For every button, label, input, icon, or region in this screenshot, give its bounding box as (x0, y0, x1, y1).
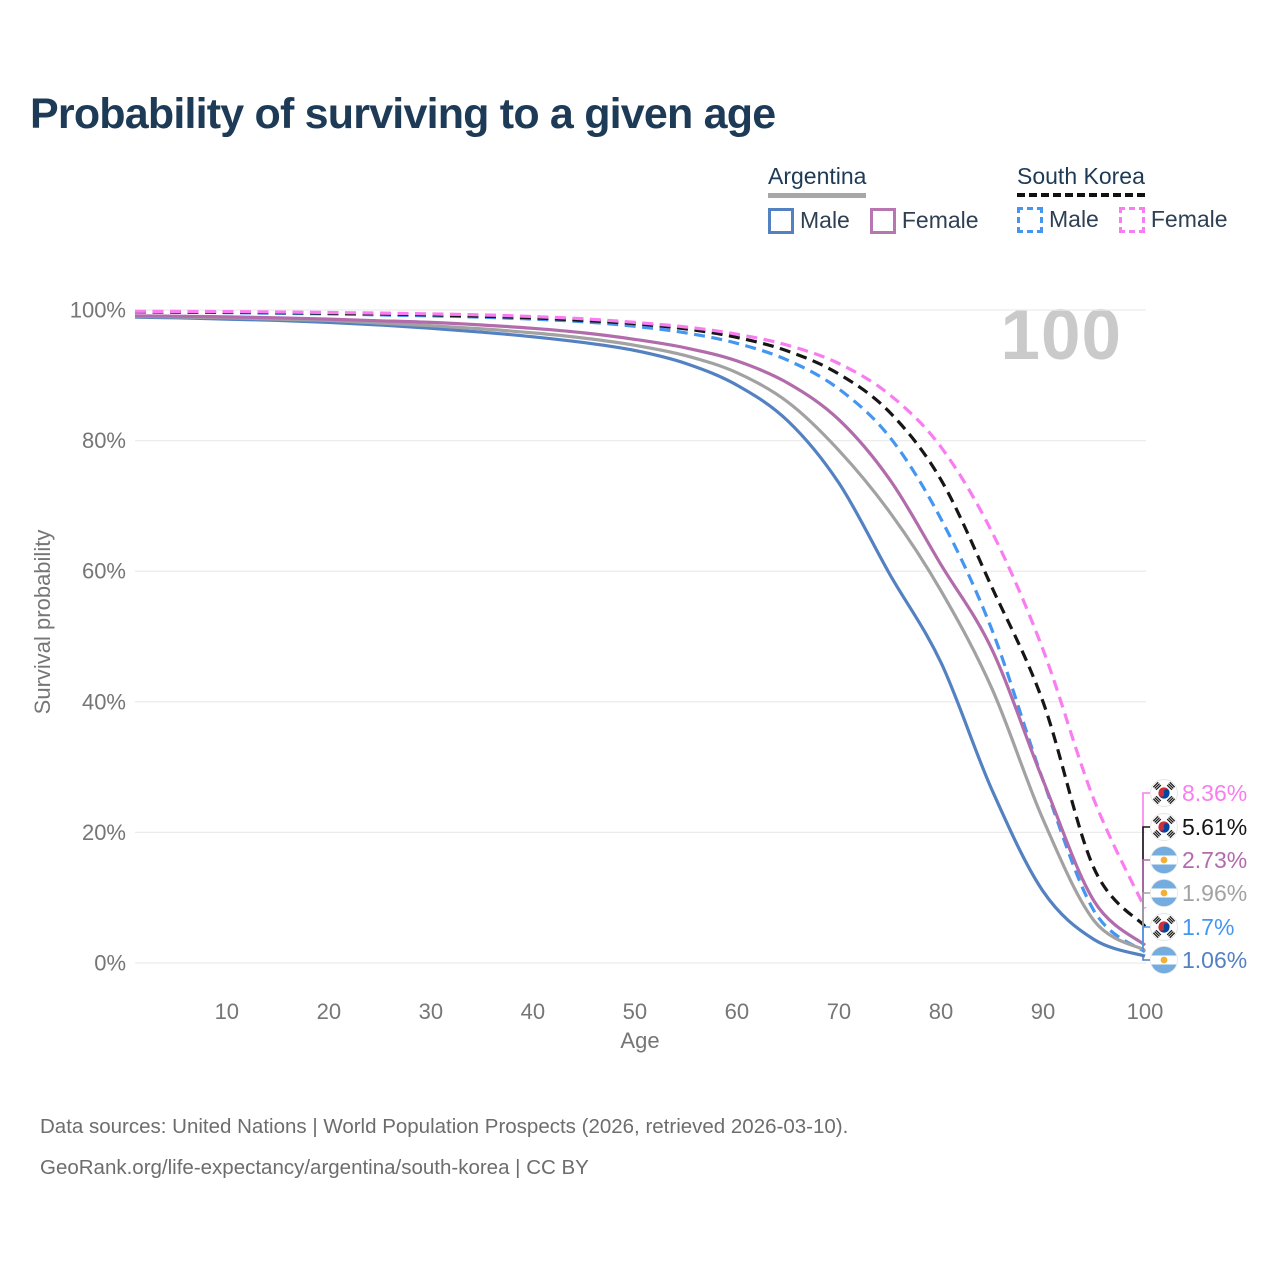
south-korea-flag-icon (1150, 779, 1178, 807)
legend-group-title-argentina[interactable]: Argentina (768, 163, 867, 198)
y-tick-label: 100% (70, 298, 126, 323)
series-line-argentina-male[interactable] (134, 315, 1146, 958)
end-label-connector (1142, 859, 1150, 946)
legend-item-argentina-female[interactable]: Female (869, 207, 979, 234)
legend-group-argentina: Argentina Male Female (768, 163, 979, 234)
legend-item-label: Male (1049, 206, 1099, 232)
end-label-connector (1142, 956, 1150, 961)
end-label-connector (1142, 792, 1150, 909)
x-tick-label: 20 (317, 999, 341, 1024)
x-tick-label: 30 (419, 999, 443, 1024)
argentina-female-swatch-icon (869, 207, 896, 234)
argentina-male-swatch-icon (768, 207, 794, 234)
end-label-south-korea-male: 1.7% (1182, 914, 1234, 940)
series-line-south-korea-female[interactable] (134, 309, 1147, 910)
footer-link[interactable]: GeoRank.org/life-expectancy/argentina/so… (40, 1156, 589, 1179)
legend-item-label: Female (1150, 206, 1228, 232)
argentina-flag-icon (1150, 846, 1178, 874)
end-label-connector (1142, 826, 1150, 927)
legend-item-south-korea-female[interactable]: Female (1118, 206, 1228, 233)
end-label-connector (1142, 926, 1150, 952)
y-tick-label: 80% (82, 428, 126, 453)
footer: Data sources: United Nations | World Pop… (40, 1106, 848, 1188)
end-label-south-korea-total: 5.61% (1182, 814, 1247, 840)
south-korea-female-swatch-icon (1118, 206, 1145, 233)
y-tick-label: 20% (82, 820, 126, 845)
legend-item-south-korea-male[interactable]: Male (1017, 206, 1099, 233)
south-korea-male-swatch-icon (1017, 206, 1043, 233)
y-tick-label: 0% (94, 951, 126, 976)
end-label-south-korea-female: 8.36% (1182, 780, 1247, 806)
series-line-south-korea-total[interactable] (134, 310, 1147, 928)
x-tick-label: 40 (521, 999, 545, 1024)
x-tick-label: 80 (929, 999, 953, 1024)
end-label-connector (1142, 892, 1150, 951)
age-watermark: 100 (1000, 296, 1122, 375)
y-tick-label: 60% (82, 559, 126, 584)
x-tick-label: 10 (215, 999, 239, 1024)
legend: Argentina Male Female South Korea Male (0, 163, 1280, 243)
x-tick-label: 70 (827, 999, 851, 1024)
legend-group-south-korea: South Korea Male Female (1017, 163, 1228, 233)
x-tick-label: 90 (1031, 999, 1055, 1024)
y-axis-title: Survival probability (30, 529, 55, 715)
y-tick-label: 40% (82, 689, 126, 714)
series-line-south-korea-male[interactable] (134, 310, 1147, 954)
south-korea-flag-icon (1150, 813, 1178, 841)
x-tick-label: 50 (623, 999, 647, 1024)
series-line-argentina-total[interactable] (134, 314, 1146, 952)
legend-group-title-south-korea[interactable]: South Korea (1017, 163, 1145, 197)
x-tick-label: 60 (725, 999, 749, 1024)
x-axis-title: Age (620, 1028, 660, 1053)
end-label-argentina-female: 2.73% (1182, 847, 1247, 873)
argentina-flag-icon (1150, 879, 1178, 907)
series-line-argentina-female[interactable] (134, 314, 1147, 947)
legend-item-argentina-male[interactable]: Male (768, 207, 850, 234)
end-label-argentina-total: 1.96% (1182, 880, 1247, 906)
end-label-argentina-male: 1.06% (1182, 947, 1247, 973)
argentina-flag-icon (1150, 946, 1178, 974)
legend-item-label: Male (800, 207, 850, 233)
page-title: Probability of surviving to a given age (30, 90, 776, 138)
legend-item-label: Female (901, 207, 979, 233)
footer-data-sources: Data sources: United Nations | World Pop… (40, 1115, 849, 1138)
x-tick-label: 100 (1127, 999, 1164, 1024)
south-korea-flag-icon (1150, 913, 1178, 941)
